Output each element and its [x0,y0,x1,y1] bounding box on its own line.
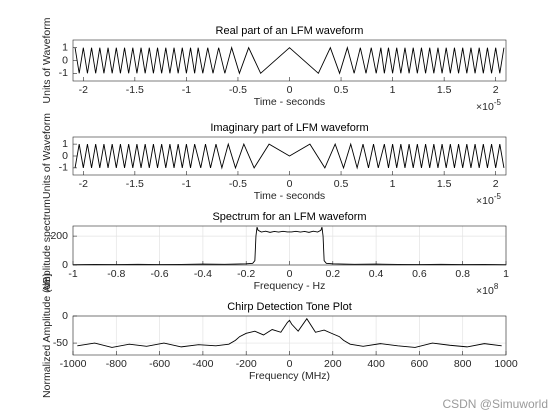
y-tick-label: 200 [50,230,68,242]
x-tick-label: 0 [287,268,293,280]
watermark: CSDN @Simuworld [442,397,548,411]
data-line [74,142,505,170]
x-tick-label: -1.5 [126,178,144,190]
x-tick-label: 2 [493,84,499,96]
x-tick-label: 1 [390,84,396,96]
x-tick-label: -0.5 [229,84,247,96]
y-tick-label: 1 [62,138,68,150]
x-multiplier: ×108 [476,282,499,297]
y-tick-label: 0 [62,310,68,322]
x-tick-label: 0.5 [334,178,349,190]
multiplier-base: ×10 [476,195,494,207]
x-tick-label: -1 [182,178,191,190]
x-tick-label: -0.6 [151,268,169,280]
axes-background [73,40,506,81]
x-tick-label: -200 [236,358,257,370]
multiplier-base: ×10 [476,285,494,297]
x-multiplier: ×10-5 [476,98,501,113]
x-axis-label: Frequency - Hz [254,280,326,292]
x-tick-label: 2 [493,178,499,190]
x-tick-label: 1000 [494,358,518,370]
axes-box [72,315,507,356]
x-tick-label: 0.5 [334,84,349,96]
y-axis-label: Units of Waveform [41,113,53,199]
x-tick-label: 0 [287,84,293,96]
x-axis-label: Time - seconds [254,96,325,108]
x-tick-label: 1 [503,268,509,280]
multiplier-exponent: 8 [494,282,499,291]
x-tick-label: -1000 [60,358,87,370]
y-axis-label: Normalized Amplitude (dB) [41,273,53,398]
x-multiplier: ×10-5 [476,192,501,207]
x-tick-label: -600 [149,358,170,370]
y-tick-label: 1 [62,41,68,53]
x-tick-label: -0.2 [237,268,255,280]
chart-title: Imaginary part of LFM waveform [210,122,368,134]
x-tick-label: 0 [287,178,293,190]
x-tick-label: -2 [79,84,88,96]
y-tick-label: -1 [59,67,68,79]
multiplier-base: ×10 [476,101,494,113]
x-tick-label: -1 [182,84,191,96]
x-tick-label: 800 [454,358,472,370]
data-line [74,46,505,75]
x-tick-label: 0.8 [455,268,470,280]
chart-title: Spectrum for an LFM waveform [212,211,366,223]
x-tick-label: 0.6 [412,268,427,280]
x-axis-label: Time - seconds [254,190,325,202]
y-axis-label: Units of Waveform [41,17,53,103]
axes-box [72,225,507,266]
axes-box [72,39,507,82]
x-tick-label: 0 [287,358,293,370]
chart-title: Real part of an LFM waveform [216,25,364,37]
x-tick-label: -0.4 [194,268,212,280]
x-tick-label: -1 [68,268,77,280]
y-tick-label: -1 [59,162,68,174]
x-tick-label: -2 [79,178,88,190]
x-tick-label: -0.5 [229,178,247,190]
y-tick-label: 0 [62,150,68,162]
x-tick-label: 1.5 [437,178,452,190]
data-line [77,317,502,348]
x-tick-label: 1 [390,178,396,190]
y-tick-label: -50 [53,337,68,349]
y-axis-label: Amplitude spectrum [41,199,53,292]
data-line [72,227,507,266]
x-tick-label: 200 [324,358,342,370]
y-tick-label: 0 [62,259,68,271]
x-tick-label: -1.5 [126,84,144,96]
x-tick-label: -0.8 [107,268,125,280]
multiplier-exponent: -5 [494,192,502,201]
y-tick-label: 0 [62,54,68,66]
x-axis-label: Frequency (MHz) [249,370,330,382]
x-tick-label: 1.5 [437,84,452,96]
x-tick-label: -400 [192,358,213,370]
multiplier-exponent: -5 [494,98,502,107]
x-tick-label: 600 [411,358,429,370]
axes-box [72,136,507,176]
x-tick-label: 0.4 [369,268,384,280]
x-tick-label: 400 [367,358,385,370]
chart-title: Chirp Detection Tone Plot [227,301,352,313]
x-tick-label: -800 [106,358,127,370]
x-tick-label: 0.2 [325,268,340,280]
